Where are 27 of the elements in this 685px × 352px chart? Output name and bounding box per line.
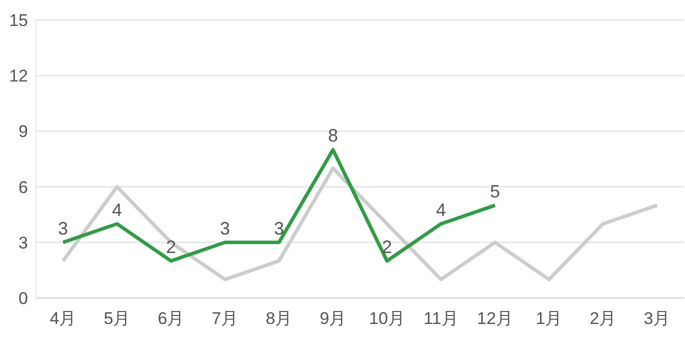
- y-tick-label: 6: [18, 178, 28, 197]
- x-tick-label: 8月: [266, 309, 292, 328]
- x-tick-label: 10月: [369, 309, 405, 328]
- x-tick-label: 7月: [212, 309, 238, 328]
- y-tick-label: 0: [18, 289, 28, 308]
- data-label: 4: [112, 200, 122, 220]
- x-tick-label: 3月: [644, 309, 670, 328]
- data-label: 3: [58, 218, 68, 238]
- x-tick-label: 12月: [477, 309, 513, 328]
- data-label: 4: [436, 200, 446, 220]
- x-tick-label: 6月: [158, 309, 184, 328]
- x-tick-label: 1月: [536, 309, 562, 328]
- x-tick-label: 4月: [50, 309, 76, 328]
- data-label: 8: [328, 126, 338, 146]
- y-tick-label: 3: [18, 233, 28, 252]
- data-label: 3: [274, 218, 284, 238]
- y-tick-label: 9: [18, 122, 28, 142]
- x-tick-label: 9月: [320, 309, 346, 328]
- y-tick-label: 12: [9, 66, 28, 86]
- x-tick-label: 5月: [104, 309, 130, 328]
- data-label: 3: [220, 218, 230, 238]
- data-label: 2: [382, 236, 392, 257]
- y-tick-label: 15: [9, 11, 28, 30]
- data-label: 5: [490, 181, 500, 202]
- x-tick-label: 11月: [424, 309, 458, 328]
- x-tick-label: 2月: [590, 309, 616, 328]
- data-label: 2: [166, 236, 176, 257]
